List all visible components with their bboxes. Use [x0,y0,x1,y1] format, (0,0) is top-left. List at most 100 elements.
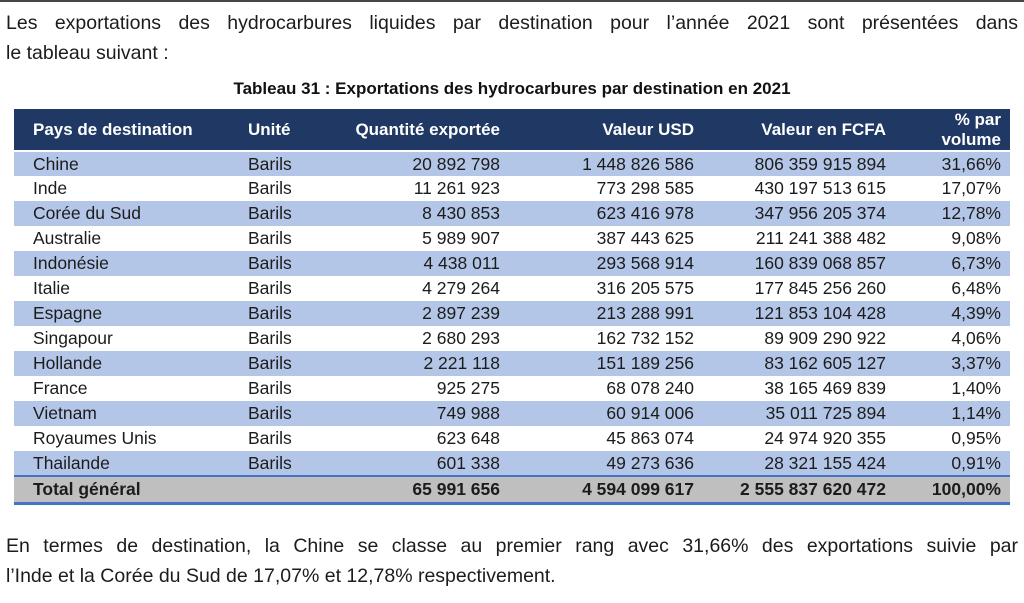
table-cell: 347 956 205 374 [754,203,886,224]
table-cell: Espagne [33,303,103,324]
table-cell: 8 430 853 [422,203,500,224]
table-cell: 213 288 991 [596,303,694,324]
table-cell: 773 298 585 [596,178,694,199]
table-cell: Vietnam [33,403,97,424]
table-cell: 12,78% [941,203,1001,224]
column-header-label: Valeur USD [602,119,694,139]
table-cell: 83 162 605 127 [764,353,886,374]
table-cell: 31,66% [941,153,1001,174]
table-cell: 2 680 293 [422,328,500,349]
table-title: Tableau 31 : Exportations des hydrocarbu… [233,79,791,98]
table-cell: 6,48% [951,278,1001,299]
table-cell: 1,40% [951,378,1001,399]
table-cell: 316 205 575 [596,278,694,299]
table-cell: 1 448 826 586 [582,153,694,174]
table-cell: 925 275 [436,378,500,399]
table-cell: Corée du Sud [33,203,141,224]
table-cell: 45 863 074 [606,428,694,449]
table-cell: 806 359 915 894 [754,153,886,174]
table-cell: Barils [248,203,292,224]
table-cell: 2 897 239 [422,303,500,324]
column-header-label: Pays de destination [33,119,193,139]
table-cell: Barils [248,353,292,374]
table-cell: 4 438 011 [423,253,500,274]
table-row: Hollande Barils 2 221 118 151 189 256 83 162… [14,351,1010,377]
table-cell: 2 555 837 620 472 [740,478,886,499]
intro-line-2: le tableau suivant : [6,42,169,64]
table-cell: 387 443 625 [596,228,694,249]
table-cell: Barils [248,178,292,199]
table-cell: 49 273 636 [606,452,694,473]
table-cell [240,476,325,503]
table-cell: 89 909 290 922 [764,328,886,349]
table-cell: 100,00% [931,478,1001,499]
table-cell: Barils [248,153,292,174]
table-cell: 162 732 152 [596,328,694,349]
column-header-value-usd: Valeur USD [507,109,701,153]
table-cell: 160 839 068 857 [754,253,886,274]
closing-line-2: l’Inde et la Corée du Sud de 17,07% et 1… [6,564,556,587]
table-cell: 4,39% [951,303,1001,324]
table-cell: Italie [33,278,70,299]
table-cell: 2 221 118 [423,353,500,374]
table-row: Corée du Sud Barils 8 430 853 623 416 978 34… [14,201,1010,227]
table-cell: Royaumes Unis [33,428,157,449]
table-cell: 3,37% [951,353,1001,374]
table-row: Royaumes Unis Barils 623 648 45 863 074 24 9… [14,426,1010,451]
column-header-percent-volume: % par volume [893,109,1010,153]
table-cell: 0,91% [951,452,1001,473]
table-cell: Barils [248,303,292,324]
table-cell: 5 989 907 [422,228,500,249]
column-header-destination: Pays de destination [14,109,240,153]
table-cell: 24 974 920 355 [764,428,886,449]
table-cell: 4 594 099 617 [582,478,694,499]
table-cell: Thailande [33,452,110,473]
table-cell: Barils [248,428,292,449]
table-cell: Singapour [33,328,113,349]
table-cell: 601 338 [436,452,500,473]
table-cell: Barils [248,228,292,249]
table-cell: 623 648 [436,428,500,449]
table-cell: 9,08% [951,228,1001,249]
table-cell: Barils [248,452,292,473]
table-cell: Barils [248,378,292,399]
table-cell: 177 845 256 260 [754,278,886,299]
intro-paragraph: Les exportations des hydrocarbures liqui… [0,8,1024,68]
closing-line-1: En termes de destination, la Chine se cl… [6,534,1018,557]
table-row: Italie Barils 4 279 264 316 205 575 177 845 … [14,276,1010,301]
table-cell: 68 078 240 [606,378,694,399]
table-cell: Total général [33,478,141,499]
table-row: Chine Barils 20 892 798 1 448 826 586 806 35… [14,151,1010,177]
table-cell: 1,14% [951,403,1001,424]
table-cell: 151 189 256 [596,353,694,374]
column-header-label: Valeur en FCFA [761,119,886,139]
table-row: Vietnam Barils 749 988 60 914 006 35 011 725… [14,401,1010,427]
table-row: France Barils 925 275 68 078 240 38 165 469 … [14,376,1010,401]
table-cell: Inde [33,178,68,199]
table-row: Singapour Barils 2 680 293 162 732 152 89 90… [14,326,1010,351]
column-header-label: Unité [248,119,291,139]
exports-table: Pays de destination Unité Quantité expor… [14,109,1010,505]
table-cell: Chine [33,153,79,174]
table-cell: 65 991 656 [412,478,500,499]
table-row: Inde Barils 11 261 923 773 298 585 430 197 5… [14,176,1010,201]
table-cell: 623 416 978 [596,203,694,224]
column-header-unit: Unité [240,109,325,153]
table-cell: 11 261 923 [413,178,500,199]
table-cell: Barils [248,403,292,424]
table-cell: 20 892 798 [412,153,500,174]
table-row: Australie Barils 5 989 907 387 443 625 211 2… [14,226,1010,251]
table-cell: Australie [33,228,102,249]
table-cell: Barils [248,328,292,349]
table-cell: 0,95% [951,428,1001,449]
table-cell: 35 011 725 894 [765,403,886,424]
closing-paragraph: En termes de destination, la Chine se cl… [0,531,1024,591]
page-top-divider [0,0,1024,2]
table-cell: 4 279 264 [422,278,500,299]
table-row: Indonésie Barils 4 438 011 293 568 914 160 8… [14,251,1010,277]
table-header-row: Pays de destination Unité Quantité expor… [14,109,1010,153]
column-header-value-fcfa: Valeur en FCFA [701,109,893,153]
table-cell: France [33,378,88,399]
table-cell: 38 165 469 839 [764,378,886,399]
